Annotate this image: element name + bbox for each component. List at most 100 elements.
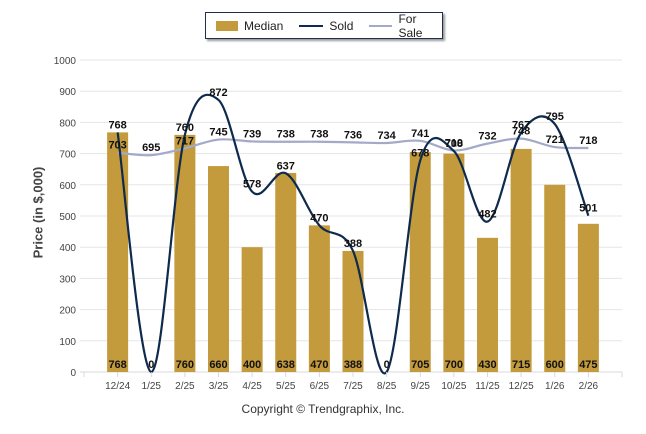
for-sale-point-label: 695 bbox=[142, 142, 160, 154]
median-bar bbox=[107, 132, 129, 372]
x-tick-label: 12/25 bbox=[509, 381, 534, 392]
for-sale-point-label: 738 bbox=[277, 129, 295, 141]
median-bar-label: 768 bbox=[108, 359, 126, 371]
for-sale-point-label: 721 bbox=[546, 134, 564, 146]
for-sale-line bbox=[117, 137, 589, 157]
y-tick-label: 0 bbox=[70, 368, 76, 379]
y-tick-label: 400 bbox=[59, 243, 76, 254]
median-bar-label: 638 bbox=[277, 359, 295, 371]
x-tick-label: 8/25 bbox=[377, 381, 397, 392]
legend-item-median[interactable]: Median bbox=[216, 19, 283, 33]
median-bar-label: 715 bbox=[512, 359, 530, 371]
median-bar bbox=[208, 166, 229, 372]
x-tick-label: 3/25 bbox=[209, 381, 229, 392]
median-bar bbox=[443, 153, 465, 372]
sold-swatch-icon bbox=[299, 24, 324, 27]
for-sale-point-label: 717 bbox=[176, 135, 194, 147]
sold-point-label: 678 bbox=[411, 147, 429, 159]
y-tick-label: 700 bbox=[59, 150, 76, 161]
sold-point-label: 637 bbox=[277, 160, 295, 172]
y-tick-label: 900 bbox=[59, 87, 76, 98]
x-tick-label: 1/25 bbox=[142, 381, 162, 392]
x-tick-label: 7/25 bbox=[343, 381, 363, 392]
median-bar-label: 388 bbox=[344, 359, 362, 371]
median-bar-label: 0 bbox=[148, 359, 154, 371]
median-bar bbox=[544, 184, 566, 372]
y-tick-label: 500 bbox=[59, 212, 76, 223]
y-tick-label: 200 bbox=[59, 306, 76, 317]
x-tick-label: 11/25 bbox=[475, 381, 500, 392]
sold-point-label: 578 bbox=[243, 179, 261, 191]
for-sale-point-label: 739 bbox=[243, 128, 261, 140]
legend-label: For Sale bbox=[398, 11, 423, 40]
x-tick-label: 12/24 bbox=[105, 381, 130, 392]
y-tick-label: 300 bbox=[59, 274, 76, 285]
median-bar-label: 700 bbox=[445, 359, 463, 371]
x-tick-label: 10/25 bbox=[441, 381, 466, 392]
for-sale-point-label: 748 bbox=[512, 126, 530, 138]
legend-item-sold[interactable]: Sold bbox=[299, 19, 353, 33]
sold-point-label: 768 bbox=[108, 119, 126, 131]
x-tick-label: 2/25 bbox=[175, 381, 195, 392]
median-bar-label: 760 bbox=[176, 359, 194, 371]
median-bar-labels: 768 0 760 660 400 638 470 388 0 705 700 430 715 600 47… bbox=[108, 359, 597, 371]
median-bar bbox=[477, 237, 498, 372]
median-bar bbox=[241, 247, 263, 372]
median-bar-label: 475 bbox=[579, 359, 597, 371]
median-bar bbox=[174, 134, 196, 372]
median-bar bbox=[342, 250, 364, 372]
for-sale-point-label: 745 bbox=[209, 127, 227, 139]
sold-point-label: 501 bbox=[579, 203, 597, 215]
legend: Median Sold For Sale bbox=[205, 12, 443, 40]
median-bar bbox=[409, 152, 431, 372]
median-bars bbox=[107, 132, 599, 372]
sold-point-label: 760 bbox=[176, 122, 194, 134]
sold-point-label: 388 bbox=[344, 238, 362, 250]
median-bar bbox=[275, 172, 297, 372]
x-axis-ticks: 12/24 1/25 2/25 3/25 4/25 5/25 6/25 7/25 8/25 9/2… bbox=[83, 372, 623, 392]
x-tick-label: 6/25 bbox=[310, 381, 330, 392]
for-sale-point-label: 710 bbox=[445, 137, 463, 149]
median-bar-label: 660 bbox=[209, 359, 227, 371]
median-bar-label: 470 bbox=[310, 359, 328, 371]
sold-line bbox=[116, 93, 590, 375]
sold-point-label: 708 bbox=[445, 138, 463, 150]
for-sale-point-label: 718 bbox=[579, 135, 597, 147]
legend-item-for-sale[interactable]: For Sale bbox=[369, 12, 442, 40]
median-swatch-icon bbox=[216, 20, 238, 31]
for-sale-point-label: 703 bbox=[108, 140, 126, 152]
median-bar-label: 0 bbox=[384, 359, 390, 371]
y-tick-label: 100 bbox=[59, 337, 76, 348]
y-tick-label: 600 bbox=[59, 181, 76, 192]
copyright-footer: Copyright © Trendgraphix, Inc. bbox=[241, 402, 405, 416]
legend-label: Median bbox=[244, 18, 284, 33]
median-bar bbox=[308, 225, 330, 372]
for-sale-point-label: 734 bbox=[377, 130, 396, 142]
median-bar bbox=[510, 148, 532, 372]
median-bar-label: 430 bbox=[478, 359, 496, 371]
x-tick-label: 1/26 bbox=[545, 381, 565, 392]
legend-label: Sold bbox=[329, 18, 354, 33]
for-sale-point-label: 736 bbox=[344, 129, 362, 141]
for-sale-point-label: 738 bbox=[310, 129, 328, 141]
y-axis-title: Price (in $,000) bbox=[30, 166, 46, 259]
sold-point-label: 767 bbox=[512, 120, 530, 132]
sold-point-label: 482 bbox=[478, 209, 496, 221]
sold-point-label: 470 bbox=[310, 212, 328, 224]
for-sale-point-label: 741 bbox=[411, 128, 429, 140]
series-lines bbox=[116, 93, 590, 375]
x-tick-label: 2/26 bbox=[579, 381, 599, 392]
median-bar bbox=[577, 223, 599, 372]
x-tick-label: 5/25 bbox=[276, 381, 296, 392]
y-tick-label: 1000 bbox=[54, 56, 77, 67]
median-bar-label: 705 bbox=[411, 359, 429, 371]
sold-point-label: 872 bbox=[209, 87, 227, 99]
median-bar-label: 600 bbox=[546, 359, 564, 371]
median-bar-label: 400 bbox=[243, 359, 261, 371]
sold-point-label: 795 bbox=[546, 111, 564, 123]
x-tick-label: 9/25 bbox=[411, 381, 431, 392]
y-tick-label: 800 bbox=[59, 118, 76, 129]
for-sale-point-label: 732 bbox=[478, 131, 496, 143]
